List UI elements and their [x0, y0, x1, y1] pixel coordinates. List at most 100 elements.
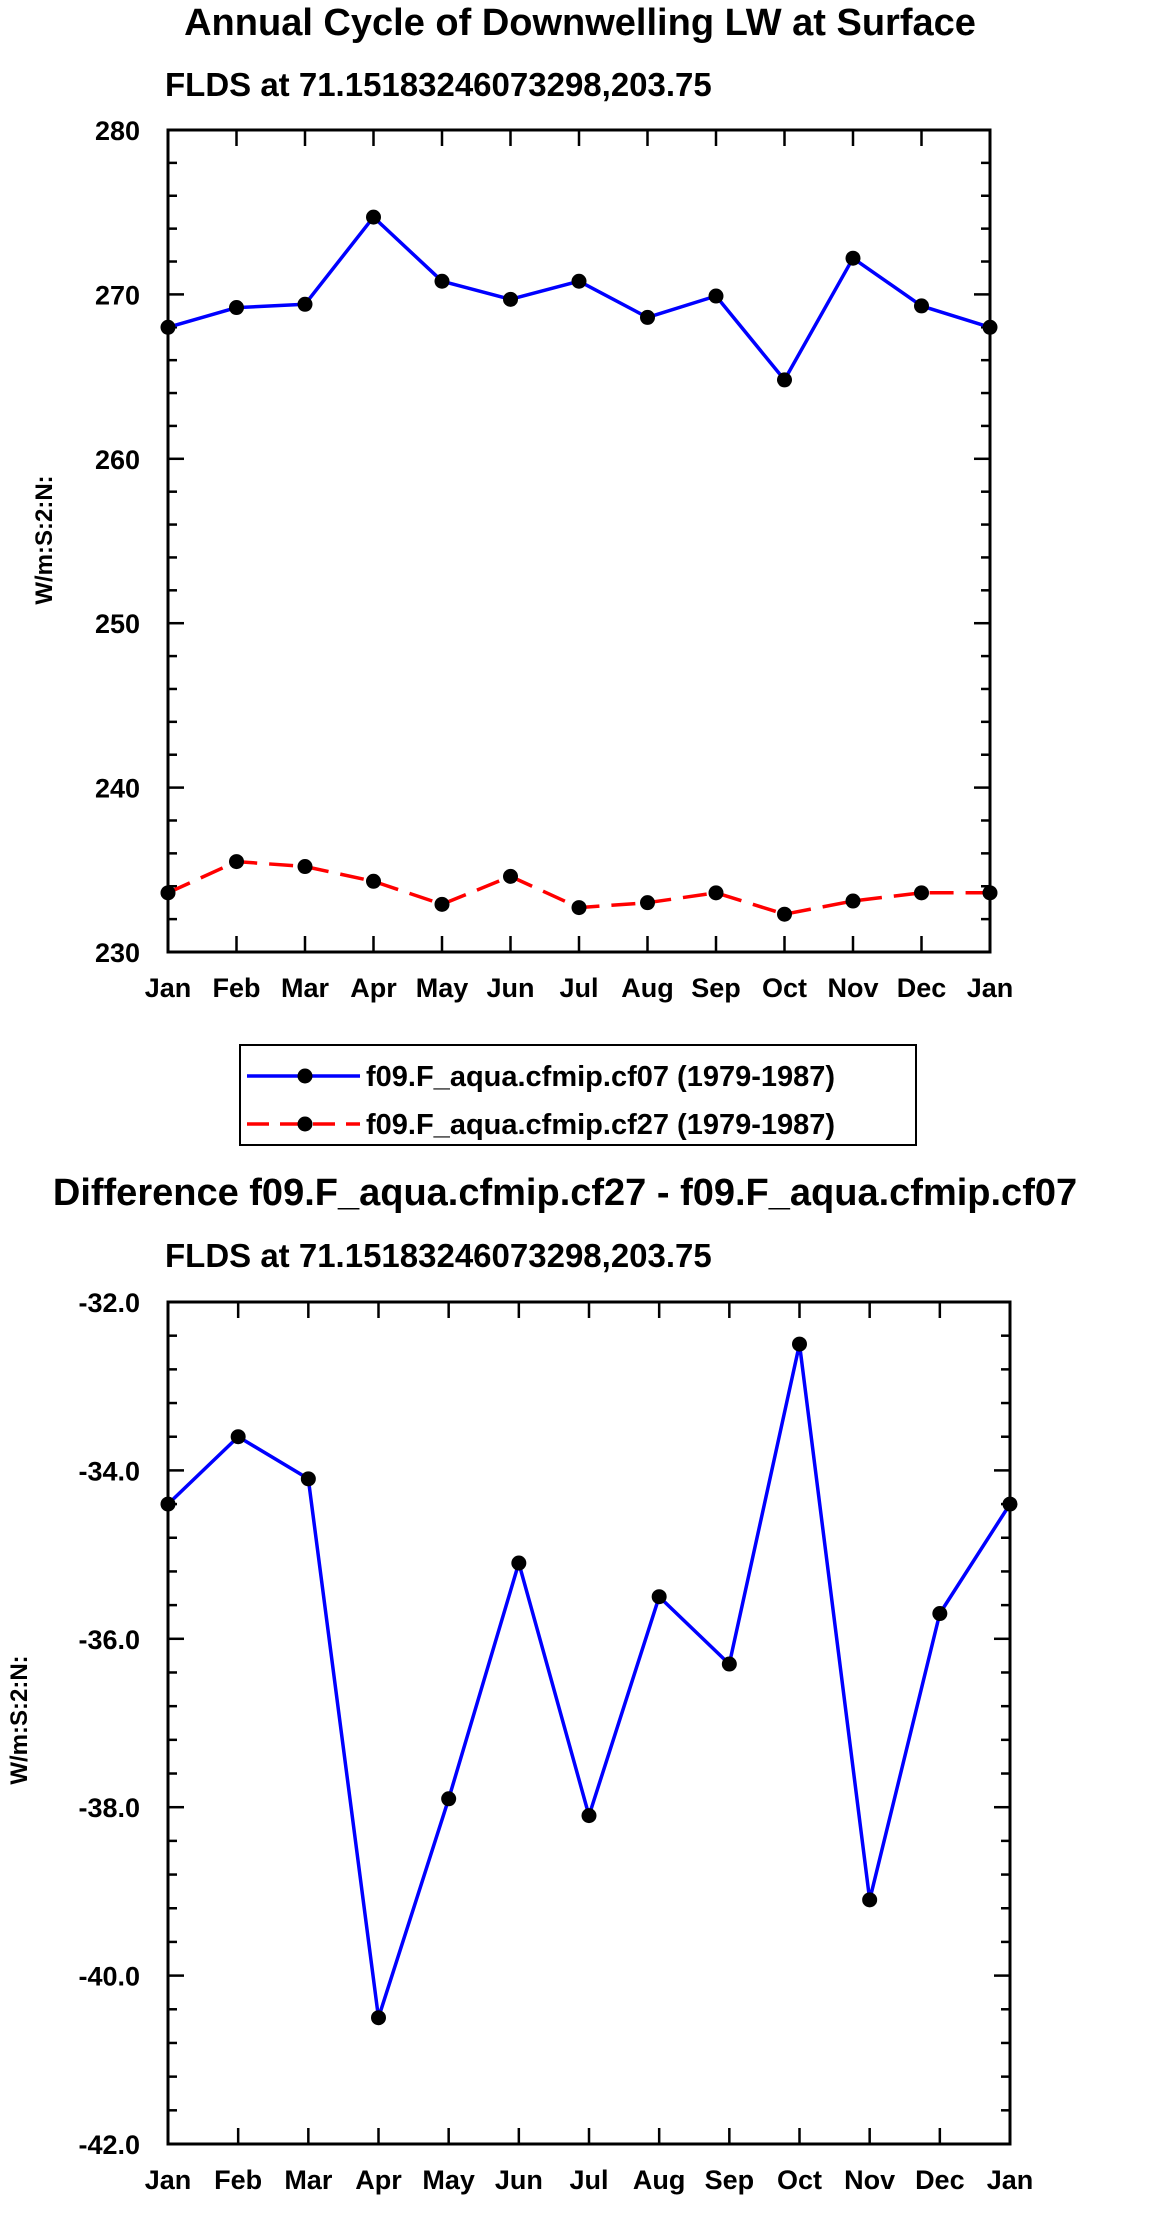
c1-series-0-point — [914, 298, 929, 314]
c2-x-tick-label: Jun — [495, 2165, 543, 2195]
chart1-ticks — [166, 128, 992, 954]
c2-y-tick-label: -34.0 — [78, 1456, 140, 1486]
c1-x-tick-label: Mar — [281, 973, 330, 1003]
c2-series-0-point — [792, 1336, 807, 1352]
c1-series-0-point — [708, 288, 724, 304]
c1-x-tick-label: Jan — [145, 973, 192, 1003]
c1-y-tick-label: 240 — [95, 774, 140, 804]
chart2-plot-frame — [166, 1300, 1012, 2146]
c1-x-tick-label: Nov — [827, 973, 878, 1003]
c1-series-1-point — [503, 868, 518, 884]
c1-series-0-point — [571, 273, 587, 289]
c1-y-tick-label: 250 — [95, 609, 140, 639]
c2-x-tick-label: Feb — [214, 2165, 262, 2195]
c1-y-tick-label: 230 — [95, 938, 140, 968]
c2-y-tick-label: -38.0 — [78, 1793, 140, 1823]
c2-series-0-point — [371, 2010, 386, 2026]
c1-series-0-point — [503, 291, 518, 307]
c1-x-tick-label: Sep — [691, 973, 741, 1003]
c1-series-1-point — [845, 893, 861, 909]
c1-x-tick-label: Oct — [762, 973, 807, 1003]
chart2-x-tick-labels: Jan Feb Mar Apr May Jun Jul Aug Sep Oct Nov Dec Jan — [145, 2165, 1034, 2195]
c2-x-tick-label: May — [422, 2165, 475, 2195]
chart2-subtitle: FLDS at 71.15183246073298,203.75 — [165, 1237, 712, 1274]
c1-series-0-point — [777, 372, 792, 388]
c2-y-tick-label: -32.0 — [78, 1288, 140, 1318]
c2-x-tick-label: Apr — [355, 2165, 402, 2195]
c1-series-0-point — [297, 296, 313, 312]
chart1-y-axis-label: W/m:S:2:N: — [31, 475, 58, 604]
c1-x-tick-label: Jan — [967, 973, 1014, 1003]
c1-x-tick-label: Aug — [621, 973, 673, 1003]
c1-series-1-point — [297, 859, 313, 875]
c1-series-1-point — [571, 900, 587, 916]
legend-marker-cf07 — [297, 1068, 313, 1084]
c1-series-1-point — [708, 885, 724, 901]
c1-x-tick-label: Jul — [559, 973, 598, 1003]
c1-y-tick-label: 280 — [95, 116, 140, 146]
legend-entry-cf27: f09.F_aqua.cfmip.cf27 (1979-1987) — [247, 1109, 835, 1141]
c1-series-0-point — [845, 250, 861, 266]
c1-series-0-point — [229, 300, 244, 316]
c2-x-tick-label: Jan — [145, 2165, 192, 2195]
c2-series-0-point — [511, 1555, 527, 1571]
c1-series-0-point — [366, 209, 381, 225]
chart2-y-tick-labels: -42.0 -40.0 -38.0 -36.0 -34.0 -32.0 — [78, 1288, 140, 2160]
legend-label-cf07: f09.F_aqua.cfmip.cf07 (1979-1987) — [366, 1061, 835, 1093]
c1-series-0-point — [434, 273, 450, 289]
c2-y-tick-label: -40.0 — [78, 1962, 140, 1992]
chart1-y-tick-labels: 230 240 250 260 270 280 — [95, 116, 140, 968]
c1-y-tick-label: 260 — [95, 445, 140, 475]
c2-x-tick-label: Jul — [569, 2165, 608, 2195]
c2-x-tick-label: Mar — [284, 2165, 333, 2195]
c2-x-tick-label: Dec — [915, 2165, 965, 2195]
c2-series-0-point — [932, 1606, 948, 1622]
legend-label-cf27: f09.F_aqua.cfmip.cf27 (1979-1987) — [366, 1109, 835, 1141]
c2-series-0-point — [581, 1808, 597, 1824]
c2-x-tick-label: Aug — [633, 2165, 685, 2195]
c1-series-0-point — [640, 309, 655, 325]
c2-series-0-point — [441, 1791, 457, 1807]
chart2-y-axis-label: W/m:S:2:N: — [6, 1655, 33, 1784]
chart2-ticks — [166, 1300, 1012, 2146]
chart1-title: Annual Cycle of Downwelling LW at Surfac… — [184, 2, 976, 44]
c1-x-tick-label: Apr — [350, 973, 397, 1003]
c2-series-0-point — [230, 1429, 246, 1445]
c1-series-1-point — [777, 906, 792, 922]
chart-difference: Difference f09.F_aqua.cfmip.cf27 - f09.F… — [6, 1172, 1077, 2195]
chart1-series — [160, 209, 998, 922]
c1-series-1-point — [434, 896, 450, 912]
c2-x-tick-label: Oct — [777, 2165, 822, 2195]
c2-series-0-point — [721, 1656, 737, 1672]
c1-series-1-point — [229, 854, 244, 870]
legend-entry-cf07: f09.F_aqua.cfmip.cf07 (1979-1987) — [247, 1061, 835, 1093]
c2-x-tick-label: Jan — [987, 2165, 1034, 2195]
c2-x-tick-label: Sep — [705, 2165, 755, 2195]
c2-series-0-point — [651, 1589, 667, 1605]
chart2-series — [160, 1336, 1018, 2026]
c2-series-0-point — [300, 1471, 316, 1487]
c2-series-line-0 — [166, 1342, 1012, 2020]
c2-y-tick-label: -36.0 — [78, 1625, 140, 1655]
legend: f09.F_aqua.cfmip.cf07 (1979-1987) f09.F_… — [239, 1044, 917, 1146]
c1-series-1-point — [640, 895, 655, 911]
chart-annual-cycle: Annual Cycle of Downwelling LW at Surfac… — [31, 2, 1013, 1003]
chart1-subtitle: FLDS at 71.15183246073298,203.75 — [165, 66, 712, 103]
chart2-title: Difference f09.F_aqua.cfmip.cf27 - f09.F… — [53, 1172, 1077, 1214]
chart1-plot-frame — [166, 128, 992, 954]
c1-x-tick-label: Jun — [486, 973, 534, 1003]
c1-x-tick-label: May — [416, 973, 469, 1003]
legend-marker-cf27 — [297, 1116, 313, 1132]
c1-series-line-0 — [167, 215, 991, 382]
c1-x-tick-label: Dec — [897, 973, 947, 1003]
chart1-x-tick-labels: Jan Feb Mar Apr May Jun Jul Aug Sep Oct Nov Dec Jan — [145, 973, 1014, 1003]
c1-series-1-point — [366, 873, 381, 889]
c1-y-tick-label: 270 — [95, 280, 140, 310]
c1-series-1-point — [914, 885, 929, 901]
c1-x-tick-label: Feb — [212, 973, 260, 1003]
c2-y-tick-label: -42.0 — [78, 2130, 140, 2160]
c2-series-0-point — [862, 1892, 878, 1908]
legend-box — [239, 1044, 917, 1146]
c2-x-tick-label: Nov — [844, 2165, 895, 2195]
